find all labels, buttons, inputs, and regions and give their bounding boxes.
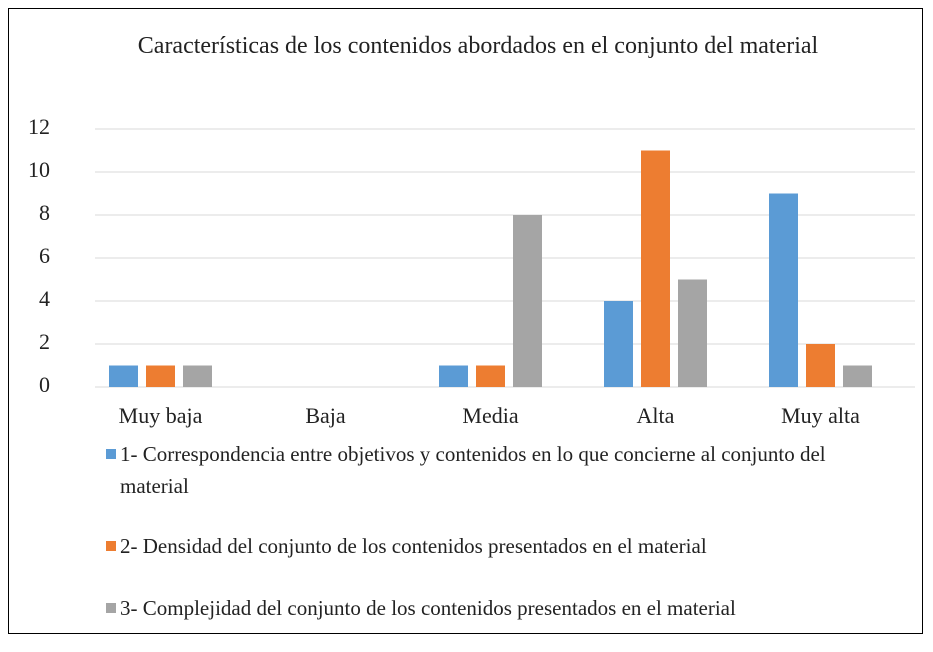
bar xyxy=(641,150,670,387)
y-tick-label: 4 xyxy=(39,286,50,311)
bar xyxy=(604,301,633,387)
legend-item: 3- Complejidad del conjunto de los conte… xyxy=(106,592,886,624)
legend-item: 1- Correspondencia entre objetivos y con… xyxy=(106,438,886,502)
bar xyxy=(806,344,835,387)
legend-label: 1- Correspondencia entre objetivos y con… xyxy=(120,442,826,498)
legend-swatch xyxy=(106,603,116,613)
bar xyxy=(678,279,707,387)
legend-swatch xyxy=(106,449,116,459)
bar xyxy=(513,215,542,387)
legend-item: 2- Densidad del conjunto de los contenid… xyxy=(106,530,886,562)
bar xyxy=(843,365,872,387)
bar xyxy=(109,365,138,387)
y-tick-label: 6 xyxy=(39,243,50,268)
y-tick-label: 12 xyxy=(28,114,50,139)
legend-swatch xyxy=(106,541,116,551)
legend: 1- Correspondencia entre objetivos y con… xyxy=(106,438,886,652)
y-tick-label: 8 xyxy=(39,200,50,225)
x-tick-label: Muy baja xyxy=(119,403,203,428)
y-tick-label: 10 xyxy=(28,157,50,182)
chart-title: Características de los contenidos aborda… xyxy=(137,33,819,59)
legend-label: 2- Densidad del conjunto de los contenid… xyxy=(120,534,707,558)
x-tick-label: Alta xyxy=(637,403,675,428)
x-tick-label: Muy alta xyxy=(781,403,860,428)
x-tick-label: Baja xyxy=(305,403,346,428)
y-tick-label: 0 xyxy=(39,372,50,397)
bar xyxy=(183,365,212,387)
bar xyxy=(769,193,798,387)
y-tick-label: 2 xyxy=(39,329,50,354)
x-tick-label: Media xyxy=(462,403,518,428)
bar xyxy=(146,365,175,387)
bar xyxy=(476,365,505,387)
legend-label: 3- Complejidad del conjunto de los conte… xyxy=(120,596,736,620)
bar xyxy=(439,365,468,387)
chart-frame xyxy=(8,8,923,634)
